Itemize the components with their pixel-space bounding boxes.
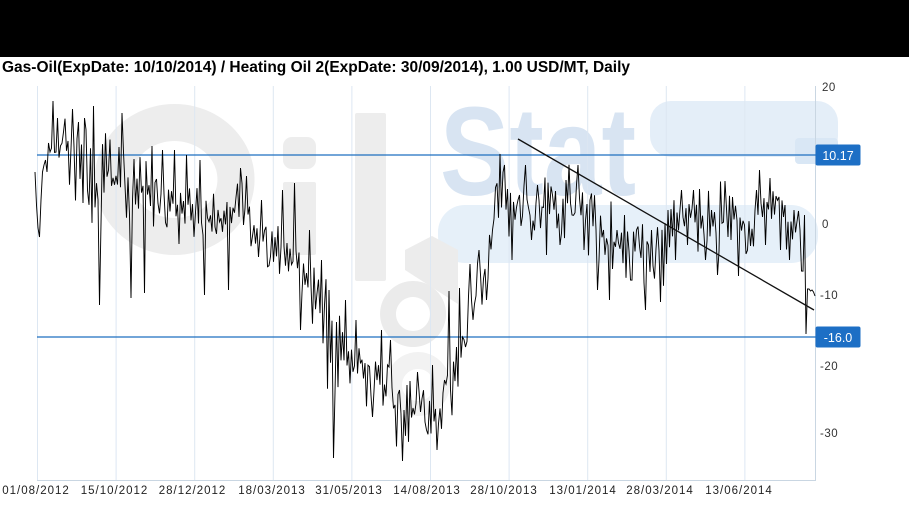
svg-text:-16.0: -16.0 — [824, 331, 853, 345]
svg-text:0: 0 — [822, 219, 829, 231]
svg-text:14/08/2013: 14/08/2013 — [393, 485, 461, 497]
svg-text:13/01/2014: 13/01/2014 — [549, 485, 617, 497]
svg-text:-10: -10 — [820, 290, 838, 302]
svg-text:28/10/2013: 28/10/2013 — [470, 485, 538, 497]
svg-text:18/03/2013: 18/03/2013 — [238, 485, 306, 497]
svg-text:13/06/2014: 13/06/2014 — [705, 485, 773, 497]
svg-text:20: 20 — [822, 82, 836, 94]
svg-text:31/05/2013: 31/05/2013 — [315, 485, 383, 497]
svg-text:01/08/2012: 01/08/2012 — [2, 485, 70, 497]
svg-text:-30: -30 — [820, 428, 838, 440]
svg-text:-20: -20 — [820, 361, 838, 373]
svg-text:15/10/2012: 15/10/2012 — [81, 485, 149, 497]
svg-text:10.17: 10.17 — [822, 149, 853, 163]
svg-text:28/12/2012: 28/12/2012 — [159, 485, 227, 497]
svg-text:Stat: Stat — [440, 81, 636, 222]
svg-text:28/03/2014: 28/03/2014 — [626, 485, 694, 497]
